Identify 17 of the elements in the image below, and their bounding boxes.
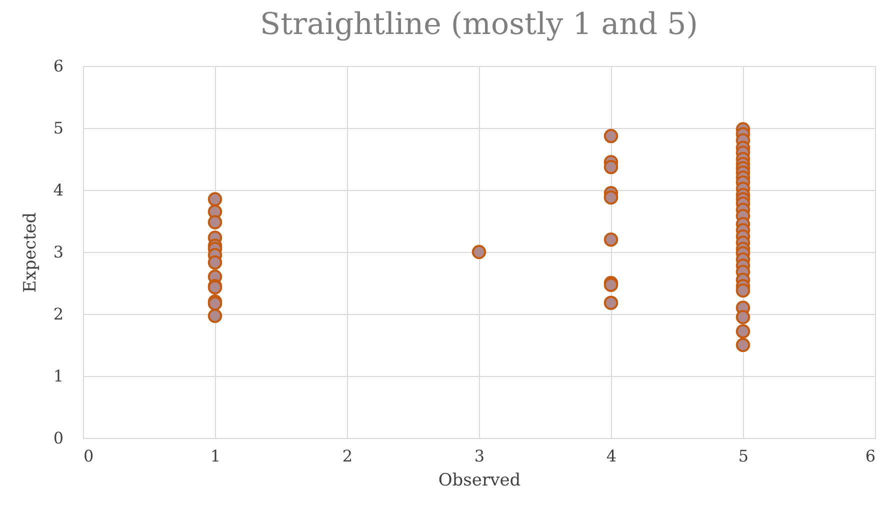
x-axis-title: Observed: [438, 470, 521, 490]
y-tick-label: 2: [53, 304, 64, 324]
y-tick-label: 0: [53, 428, 64, 448]
y-axis-title: Expected: [20, 212, 40, 293]
y-tick-label: 1: [53, 366, 64, 386]
x-tick-label: 5: [738, 446, 749, 466]
x-tick-label: 4: [606, 446, 617, 466]
y-tick-label: 5: [53, 118, 64, 138]
chart-title: Straightline (mostly 1 and 5): [260, 7, 698, 42]
x-tick-label: 6: [865, 446, 876, 466]
y-tick-label: 6: [53, 56, 64, 76]
x-tick-label: 1: [210, 446, 221, 466]
x-tick-label: 3: [474, 446, 485, 466]
y-tick-label: 3: [53, 242, 64, 262]
y-tick-label: 4: [53, 180, 64, 200]
x-tick-label: 0: [84, 446, 94, 466]
x-tick-label: 2: [342, 446, 353, 466]
